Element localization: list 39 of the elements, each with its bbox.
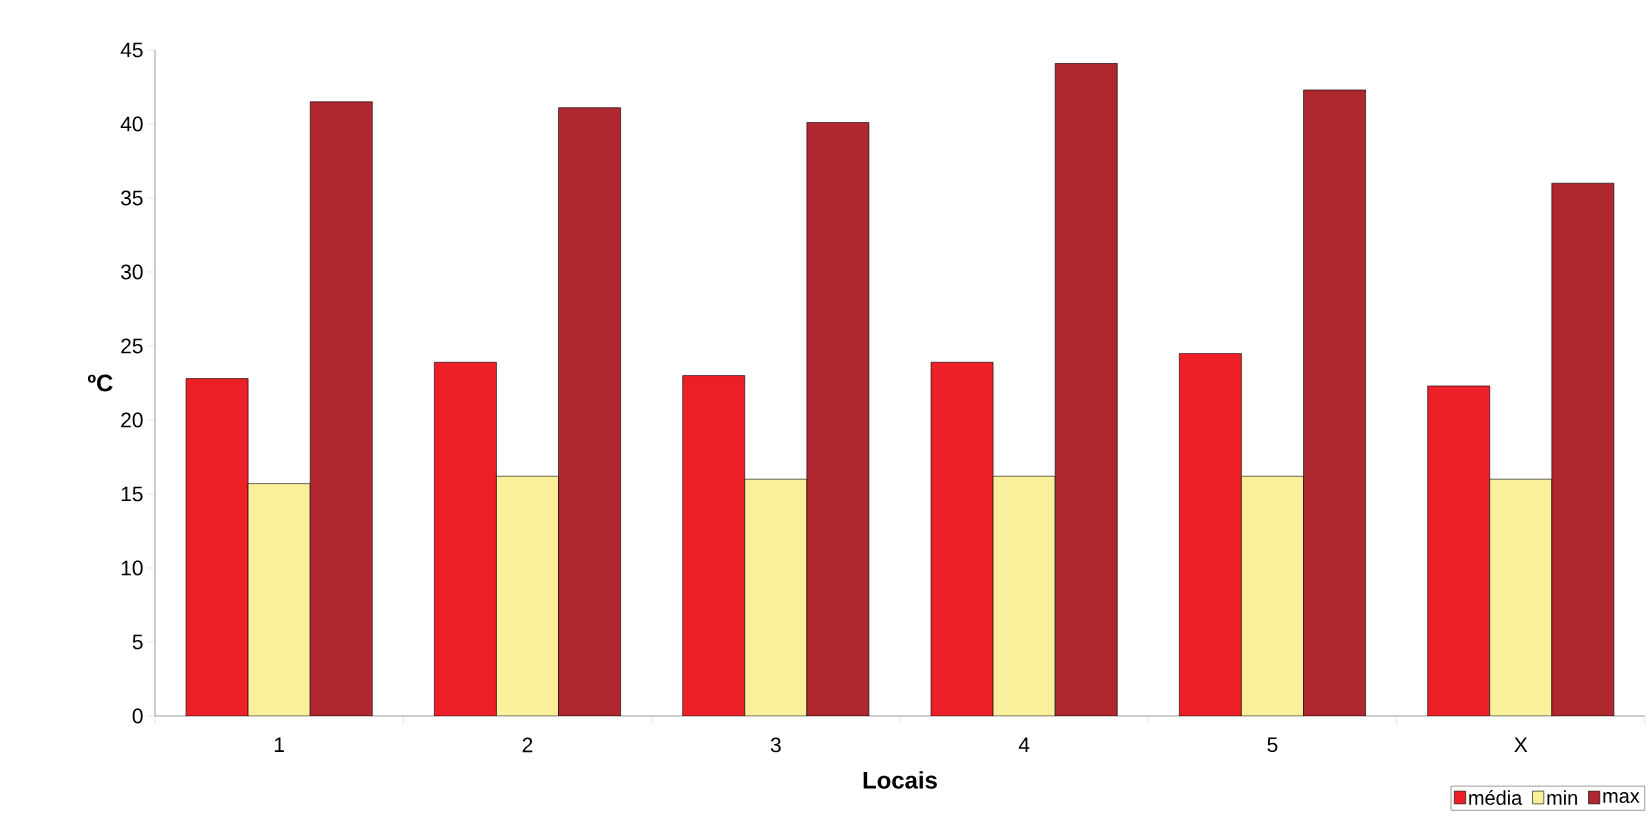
bar (558, 107, 621, 716)
bar (993, 476, 1056, 716)
bar (1489, 478, 1553, 716)
y-axis-title: ºC (87, 374, 113, 392)
x-tick-label: 3 (770, 737, 781, 753)
bar (1551, 182, 1615, 716)
x-tick-label: 1 (274, 737, 284, 752)
bar (1179, 353, 1242, 716)
bar (806, 122, 869, 716)
y-tick-label: 45 (120, 42, 143, 58)
bar (1303, 89, 1366, 716)
y-tick-label: 25 (121, 338, 143, 354)
y-tick-label: 15 (121, 486, 143, 502)
bar (1055, 63, 1118, 716)
x-tick-label: X (1514, 737, 1528, 752)
y-tick-label: 40 (120, 116, 143, 132)
bar (248, 483, 311, 716)
x-tick-label: 2 (522, 737, 533, 753)
x-axis-title: Locais (863, 771, 937, 789)
y-tick-label: 30 (121, 264, 143, 280)
legend-label: min (1547, 790, 1577, 805)
bar (186, 378, 249, 716)
legend-label: max (1603, 792, 1640, 803)
y-tick-label: 10 (121, 560, 143, 576)
bar (1241, 476, 1304, 716)
bar (931, 362, 994, 716)
bar (496, 476, 559, 716)
y-tick-label: 0 (132, 708, 143, 724)
y-tick-label: 5 (132, 634, 143, 650)
x-tick-label: 4 (1018, 737, 1030, 752)
bar (1427, 385, 1491, 716)
x-tick-label: 5 (1267, 737, 1278, 753)
bar (310, 101, 373, 716)
y-tick-label: 20 (121, 412, 143, 428)
legend-label: média (1469, 790, 1523, 805)
bar (744, 479, 807, 716)
y-tick-label: 35 (121, 190, 143, 206)
bar (682, 375, 745, 716)
bar (434, 362, 497, 716)
